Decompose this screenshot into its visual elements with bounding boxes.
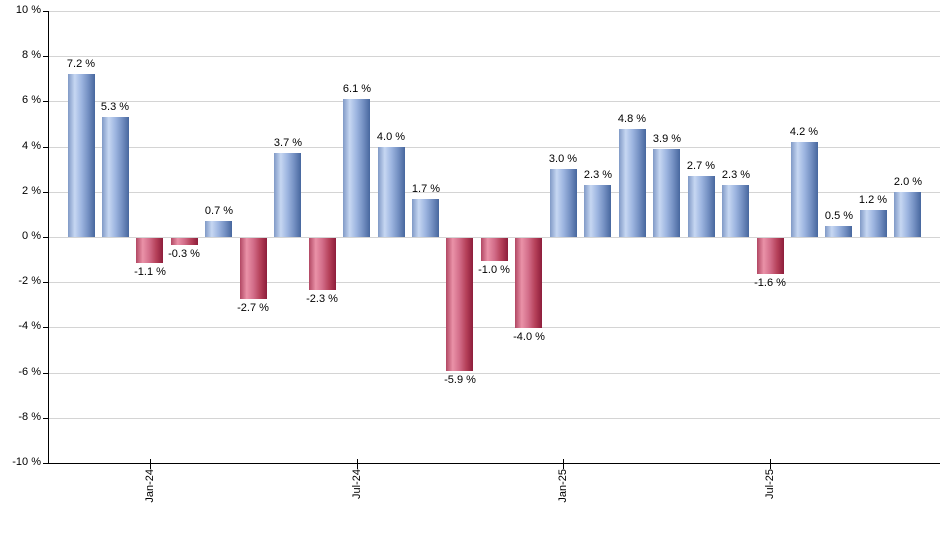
x-axis-tick-label: Jul-25 <box>764 469 776 499</box>
bar-value-label: 2.0 % <box>893 176 923 188</box>
bar <box>825 226 852 237</box>
bar <box>412 199 439 237</box>
bar <box>102 117 129 237</box>
bar-value-label: -1.1 % <box>134 266 166 278</box>
bar <box>860 210 887 237</box>
y-axis-tick-label: 10 % <box>15 4 41 16</box>
x-axis-line <box>48 463 940 464</box>
gridline <box>49 418 940 419</box>
bar-value-label: 2.7 % <box>686 160 716 172</box>
y-axis-tick-label: 8 % <box>22 49 41 61</box>
bar <box>688 176 715 237</box>
y-axis-tick <box>43 463 48 464</box>
y-axis-tick-label: -10 % <box>12 456 41 468</box>
x-axis-tick-label: Jan-24 <box>144 469 156 503</box>
bar <box>619 129 646 237</box>
bar-value-label: 1.2 % <box>858 194 888 206</box>
x-axis-tick-label: Jan-25 <box>557 469 569 503</box>
y-axis-tick-label: -2 % <box>18 275 41 287</box>
y-axis-tick <box>43 101 48 102</box>
bar-value-label: 3.9 % <box>652 133 682 145</box>
bar <box>343 99 370 237</box>
y-axis-tick-label: -8 % <box>18 411 41 423</box>
bar <box>446 238 473 371</box>
gridline <box>49 327 940 328</box>
bar <box>515 238 542 328</box>
y-axis-tick <box>43 56 48 57</box>
x-axis-tick <box>357 459 358 469</box>
bar <box>240 238 267 299</box>
gridline <box>49 56 940 57</box>
gridline <box>49 282 940 283</box>
y-axis-tick-label: 2 % <box>22 185 41 197</box>
bar <box>378 147 405 237</box>
bar-value-label: 3.7 % <box>273 137 303 149</box>
y-axis-line <box>48 11 49 464</box>
bar-value-label: -5.9 % <box>444 374 476 386</box>
y-axis-tick-label: 6 % <box>22 94 41 106</box>
bar <box>550 169 577 237</box>
bar-value-label: 4.2 % <box>789 126 819 138</box>
bar <box>481 238 508 261</box>
bar-value-label: -2.7 % <box>237 302 269 314</box>
bar <box>584 185 611 237</box>
bar-value-label: -1.6 % <box>754 277 786 289</box>
gridline <box>49 11 940 12</box>
bar <box>722 185 749 237</box>
bar <box>136 238 163 263</box>
bar-value-label: 3.0 % <box>548 153 578 165</box>
bar-value-label: -0.3 % <box>168 248 200 260</box>
bar-value-label: 6.1 % <box>342 83 372 95</box>
y-axis-tick <box>43 237 48 238</box>
bar <box>68 74 95 237</box>
y-axis-tick <box>43 373 48 374</box>
bar-value-label: -2.3 % <box>306 293 338 305</box>
bar-value-label: -4.0 % <box>513 331 545 343</box>
bar <box>757 238 784 274</box>
bar <box>653 149 680 237</box>
bar <box>205 221 232 237</box>
bar-value-label: 2.3 % <box>583 169 613 181</box>
gridline <box>49 192 940 193</box>
y-axis-tick <box>43 418 48 419</box>
bar-value-label: 7.2 % <box>66 58 96 70</box>
bar-value-label: 2.3 % <box>721 169 751 181</box>
y-axis-tick-label: 4 % <box>22 140 41 152</box>
bar-value-label: 5.3 % <box>100 101 130 113</box>
gridline <box>49 147 940 148</box>
bar-value-label: 0.7 % <box>204 205 234 217</box>
x-axis-tick <box>770 459 771 469</box>
bar <box>274 153 301 237</box>
y-axis-tick <box>43 282 48 283</box>
y-axis-tick <box>43 192 48 193</box>
bar-value-label: 4.8 % <box>617 113 647 125</box>
bar <box>894 192 921 237</box>
x-axis-tick-label: Jul-24 <box>351 469 363 499</box>
y-axis-tick-label: -6 % <box>18 366 41 378</box>
bar-value-label: 4.0 % <box>376 131 406 143</box>
bar-value-label: 1.7 % <box>411 183 441 195</box>
bar-value-label: -1.0 % <box>478 264 510 276</box>
x-axis-tick <box>150 459 151 469</box>
gridline <box>49 101 940 102</box>
y-axis-tick <box>43 11 48 12</box>
y-axis-tick <box>43 147 48 148</box>
gridline <box>49 237 940 238</box>
bar <box>171 238 198 245</box>
bar <box>791 142 818 237</box>
bar-value-label: 0.5 % <box>824 210 854 222</box>
bar <box>309 238 336 290</box>
y-axis-tick-label: 0 % <box>22 230 41 242</box>
gridline <box>49 373 940 374</box>
y-axis-tick <box>43 327 48 328</box>
x-axis-tick <box>563 459 564 469</box>
y-axis-tick-label: -4 % <box>18 320 41 332</box>
